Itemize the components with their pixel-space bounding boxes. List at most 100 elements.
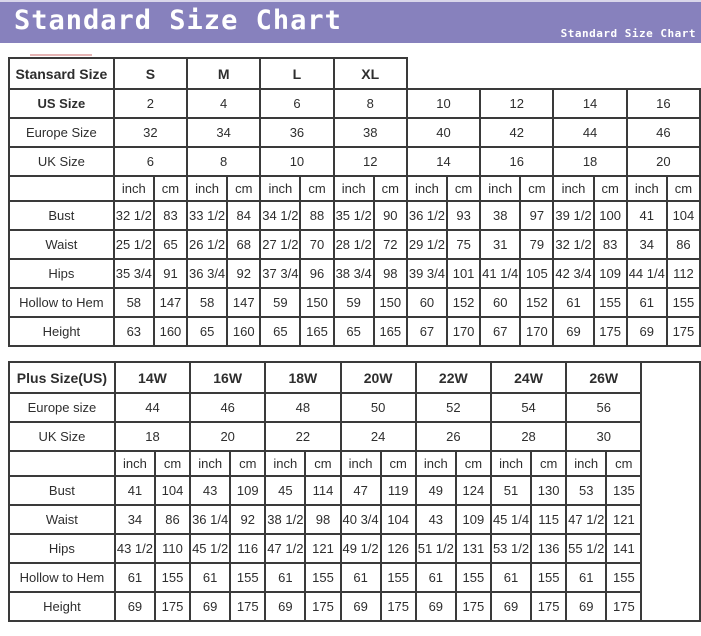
measurement-cell: 119 <box>379 475 417 506</box>
measurement-cell: 175 <box>592 316 628 347</box>
measurement-cell: 58 <box>186 287 229 318</box>
size-group-header: M <box>186 57 262 90</box>
page-title: Standard Size Chart <box>14 5 342 36</box>
measurement-cell: 39 1/2 <box>552 200 595 231</box>
row-label: Hips <box>8 258 115 289</box>
unit-cell: inch <box>339 450 382 477</box>
unit-cell: inch <box>625 175 668 202</box>
size-value-cell: 14 <box>552 88 628 119</box>
measurement-cell: 175 <box>454 591 492 622</box>
measurement-cell: 49 1/2 <box>339 533 382 564</box>
size-value-cell: 48 <box>264 392 342 423</box>
size-value-cell: 36 <box>259 117 335 148</box>
measurement-cell: 61 <box>339 562 382 593</box>
measurement-cell: 38 <box>479 200 522 231</box>
measurement-cell: 53 <box>565 475 608 506</box>
size-value-cell: 20 <box>625 146 701 177</box>
measurement-cell: 110 <box>153 533 192 564</box>
measurement-cell: 90 <box>372 200 408 231</box>
row-label: Hollow to Hem <box>8 562 116 593</box>
measurement-cell: 25 1/2 <box>112 229 155 260</box>
unit-cell: inch <box>332 175 375 202</box>
measurement-cell: 47 <box>339 475 382 506</box>
measurement-cell: 61 <box>625 287 668 318</box>
measurement-cell: 69 <box>565 591 608 622</box>
measurement-cell: 60 <box>479 287 522 318</box>
measurement-cell: 147 <box>226 287 262 318</box>
measurement-cell: 58 <box>112 287 155 318</box>
measurement-cell: 98 <box>304 504 342 535</box>
measurement-cell: 47 1/2 <box>565 504 608 535</box>
row-label: Bust <box>8 475 116 506</box>
measurement-cell: 29 1/2 <box>405 229 449 260</box>
measurement-cell: 65 <box>186 316 229 347</box>
measurement-cell: 70 <box>299 229 335 260</box>
size-value-cell: 30 <box>565 421 643 452</box>
row-label <box>8 450 116 477</box>
size-value-cell: 10 <box>259 146 335 177</box>
measurement-cell: 53 1/2 <box>489 533 533 564</box>
measurement-cell: 33 1/2 <box>186 200 229 231</box>
unit-cell: cm <box>153 450 192 477</box>
measurement-cell: 42 3/4 <box>552 258 595 289</box>
size-value-cell: 22 <box>264 421 342 452</box>
measurement-cell: 61 <box>489 562 533 593</box>
measurement-cell: 109 <box>592 258 628 289</box>
measurement-cell: 65 <box>332 316 375 347</box>
measurement-cell: 51 <box>489 475 533 506</box>
measurement-cell: 175 <box>605 591 643 622</box>
row-label <box>8 175 115 202</box>
measurement-cell: 27 1/2 <box>259 229 302 260</box>
size-value-cell: 26 <box>414 421 492 452</box>
size-value-cell: 4 <box>186 88 262 119</box>
measurement-cell: 72 <box>372 229 408 260</box>
size-group-header: 18W <box>264 361 342 394</box>
row-label: Hips <box>8 533 116 564</box>
measurement-cell: 51 1/2 <box>414 533 457 564</box>
measurement-cell: 130 <box>530 475 568 506</box>
measurement-cell: 28 1/2 <box>332 229 375 260</box>
measurement-cell: 155 <box>304 562 342 593</box>
measurement-cell: 160 <box>152 316 189 347</box>
measurement-cell: 45 1/2 <box>189 533 232 564</box>
measurement-cell: 175 <box>530 591 568 622</box>
measurement-cell: 36 1/2 <box>405 200 449 231</box>
unit-cell: cm <box>530 450 568 477</box>
measurement-cell: 147 <box>152 287 189 318</box>
measurement-cell: 45 1/4 <box>489 504 533 535</box>
measurement-cell: 135 <box>605 475 643 506</box>
measurement-cell: 69 <box>489 591 533 622</box>
measurement-cell: 35 1/2 <box>332 200 375 231</box>
measurement-cell: 165 <box>372 316 408 347</box>
measurement-cell: 69 <box>552 316 595 347</box>
size-value-cell: 24 <box>339 421 417 452</box>
measurement-cell: 175 <box>153 591 192 622</box>
size-value-cell: 8 <box>186 146 262 177</box>
measurement-cell: 86 <box>665 229 701 260</box>
measurement-cell: 69 <box>339 591 382 622</box>
measurement-cell: 59 <box>332 287 375 318</box>
size-value-cell: 44 <box>552 117 628 148</box>
measurement-cell: 112 <box>665 258 701 289</box>
row-label: UK Size <box>8 421 116 452</box>
unit-cell: cm <box>372 175 408 202</box>
measurement-cell: 155 <box>153 562 192 593</box>
measurement-cell: 116 <box>229 533 267 564</box>
measurement-cell: 170 <box>446 316 482 347</box>
size-value-cell: 6 <box>259 88 335 119</box>
size-group-header: 22W <box>414 361 492 394</box>
measurement-cell: 31 <box>479 229 522 260</box>
measurement-cell: 105 <box>519 258 555 289</box>
unit-cell: inch <box>414 450 457 477</box>
measurement-cell: 84 <box>226 200 262 231</box>
measurement-cell: 34 <box>625 229 668 260</box>
measurement-cell: 136 <box>530 533 568 564</box>
size-value-cell: 12 <box>332 146 408 177</box>
measurement-cell: 155 <box>530 562 568 593</box>
unit-cell: inch <box>186 175 229 202</box>
row-label: Europe size <box>8 392 116 423</box>
measurement-cell: 98 <box>372 258 408 289</box>
standard-size-table: Stansard Size S M L XL US Size 2 4 6 8 10 12 14 16 Eur… <box>8 57 701 347</box>
measurement-cell: 121 <box>304 533 342 564</box>
measurement-cell: 40 3/4 <box>339 504 382 535</box>
